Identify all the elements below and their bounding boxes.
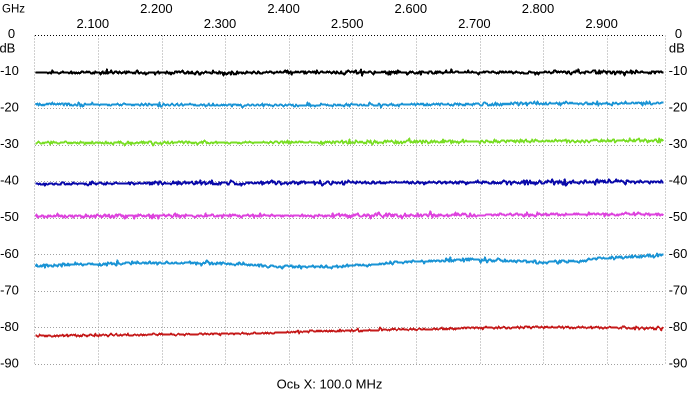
svg-text:-70: -70 (0, 282, 19, 297)
svg-text:-20: -20 (0, 100, 19, 115)
svg-text:-20: -20 (669, 100, 688, 115)
svg-text:0: 0 (675, 26, 682, 41)
svg-text:2.800: 2.800 (522, 1, 555, 16)
svg-text:0: 0 (8, 26, 15, 41)
svg-text:-90: -90 (669, 355, 688, 370)
svg-text:2.700: 2.700 (458, 16, 491, 31)
svg-text:-50: -50 (0, 209, 19, 224)
svg-text:dB: dB (669, 41, 685, 56)
svg-text:-90: -90 (0, 355, 19, 370)
svg-text:-50: -50 (669, 209, 688, 224)
svg-text:-80: -80 (0, 319, 19, 334)
svg-text:-60: -60 (0, 246, 19, 261)
svg-text:-30: -30 (669, 136, 688, 151)
svg-text:2.200: 2.200 (140, 1, 173, 16)
svg-text:-60: -60 (669, 246, 688, 261)
svg-text:Ось X: 100.0 MHz: Ось X: 100.0 MHz (277, 377, 383, 392)
svg-text:dB: dB (0, 41, 15, 56)
svg-text:-10: -10 (669, 63, 688, 78)
svg-text:-80: -80 (669, 319, 688, 334)
svg-text:2.900: 2.900 (585, 16, 618, 31)
svg-text:2.100: 2.100 (77, 16, 110, 31)
svg-text:2.500: 2.500 (331, 16, 364, 31)
svg-text:2.300: 2.300 (204, 16, 237, 31)
svg-text:2.400: 2.400 (267, 1, 300, 16)
svg-text:-10: -10 (0, 63, 19, 78)
svg-text:-40: -40 (669, 173, 688, 188)
svg-text:2.600: 2.600 (395, 1, 428, 16)
svg-text:-30: -30 (0, 136, 19, 151)
svg-text:GHz: GHz (2, 4, 25, 16)
svg-text:-40: -40 (0, 173, 19, 188)
svg-text:-70: -70 (669, 282, 688, 297)
